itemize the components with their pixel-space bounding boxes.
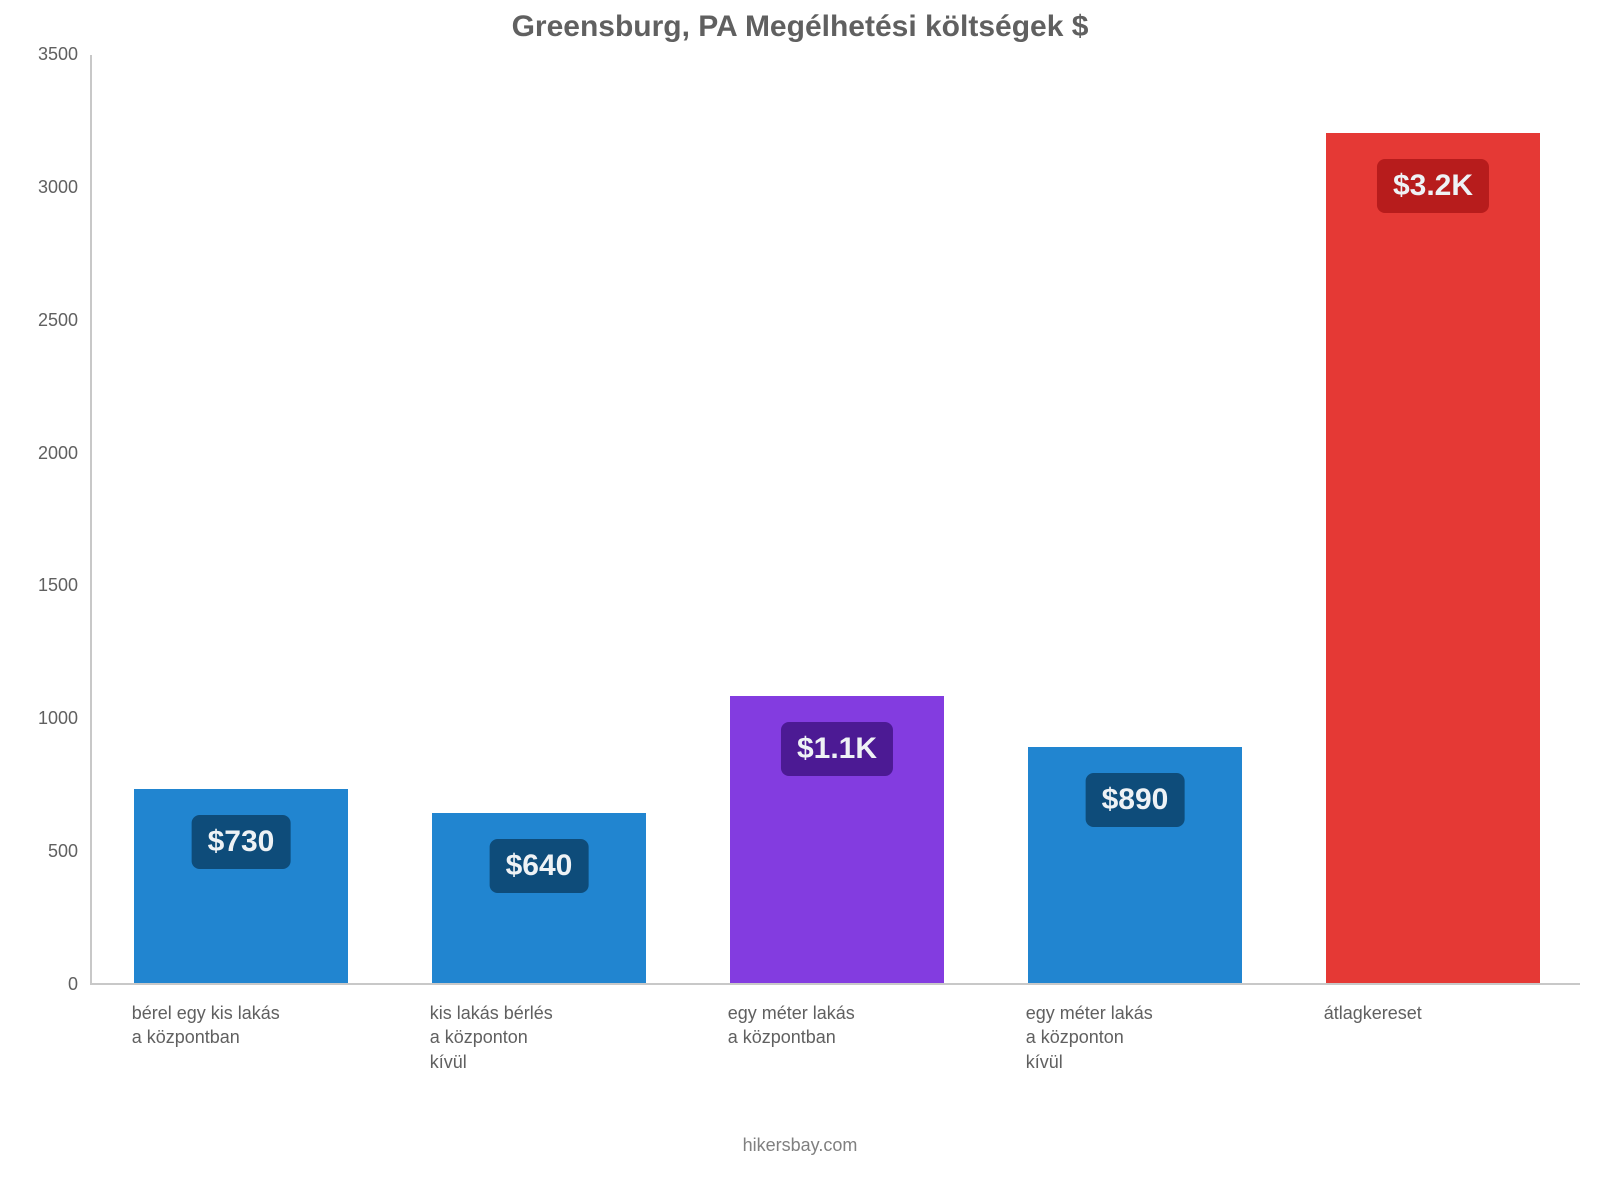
- plot-area: $730 $640 $1.1K $890 $3.2K: [90, 55, 1580, 985]
- value-badge: $890: [1086, 773, 1185, 827]
- bar-slot: $640: [432, 55, 647, 983]
- y-tick: 0: [0, 974, 78, 995]
- attribution: hikersbay.com: [0, 1135, 1600, 1156]
- x-label: egy méter lakás a központban: [728, 1001, 943, 1050]
- value-badge: $640: [490, 839, 589, 893]
- x-label: átlagkereset: [1324, 1001, 1539, 1025]
- x-label: bérel egy kis lakás a központban: [132, 1001, 347, 1050]
- value-badge: $1.1K: [781, 722, 893, 776]
- bar: [1326, 133, 1541, 983]
- y-tick: 1500: [0, 575, 78, 596]
- x-label: kis lakás bérlés a központon kívül: [430, 1001, 645, 1074]
- bar-slot: $890: [1028, 55, 1243, 983]
- bar-slot: $3.2K: [1326, 55, 1541, 983]
- y-tick: 500: [0, 841, 78, 862]
- chart-title: Greensburg, PA Megélhetési költségek $: [0, 10, 1600, 44]
- y-tick: 3500: [0, 44, 78, 65]
- y-tick: 3000: [0, 177, 78, 198]
- bar-slot: $730: [134, 55, 349, 983]
- value-badge: $730: [192, 815, 291, 869]
- bars-layer: $730 $640 $1.1K $890 $3.2K: [92, 55, 1580, 983]
- y-tick: 1000: [0, 708, 78, 729]
- bar-slot: $1.1K: [730, 55, 945, 983]
- y-tick: 2500: [0, 310, 78, 331]
- x-label: egy méter lakás a központon kívül: [1026, 1001, 1241, 1074]
- y-tick: 2000: [0, 443, 78, 464]
- chart-container: Greensburg, PA Megélhetési költségek $ $…: [0, 0, 1600, 1200]
- value-badge: $3.2K: [1377, 159, 1489, 213]
